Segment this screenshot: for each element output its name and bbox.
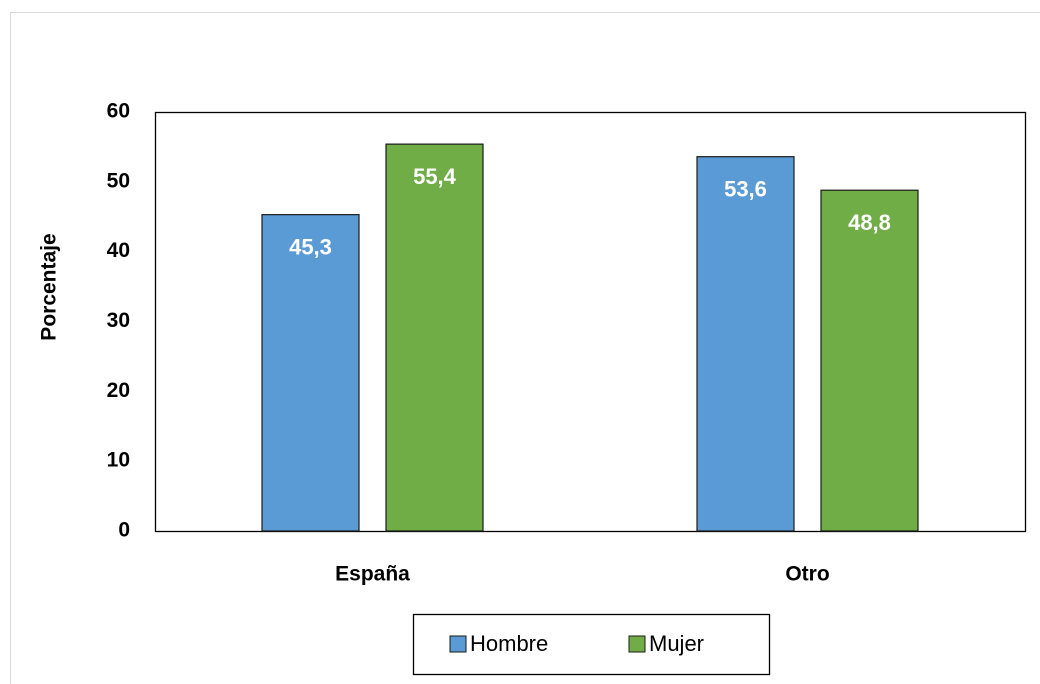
- plot-area: [154, 111, 1027, 533]
- data-label: 53,6: [724, 177, 767, 202]
- bar: [820, 189, 919, 532]
- y-tick-label: 20: [107, 379, 130, 402]
- legend-swatch: [628, 635, 646, 653]
- x-tick-label: España: [335, 563, 410, 586]
- bar: [385, 143, 484, 532]
- y-tick-label: 60: [107, 100, 130, 123]
- y-axis-title: Porcentaje: [38, 233, 61, 340]
- y-tick-label: 10: [107, 449, 130, 472]
- legend: [412, 613, 771, 676]
- data-label: 48,8: [848, 210, 891, 235]
- x-tick-label: Otro: [785, 563, 829, 586]
- legend-label: Mujer: [649, 631, 704, 656]
- data-label: 55,4: [413, 164, 457, 189]
- legend-swatch: [449, 635, 467, 653]
- y-tick-label: 0: [118, 519, 130, 542]
- bar: [261, 214, 360, 532]
- data-label: 45,3: [289, 234, 332, 259]
- y-tick-label: 30: [107, 309, 130, 332]
- bar: [696, 156, 795, 532]
- y-tick-label: 40: [107, 239, 130, 262]
- legend-label: Hombre: [470, 631, 548, 656]
- y-tick-label: 50: [107, 169, 130, 192]
